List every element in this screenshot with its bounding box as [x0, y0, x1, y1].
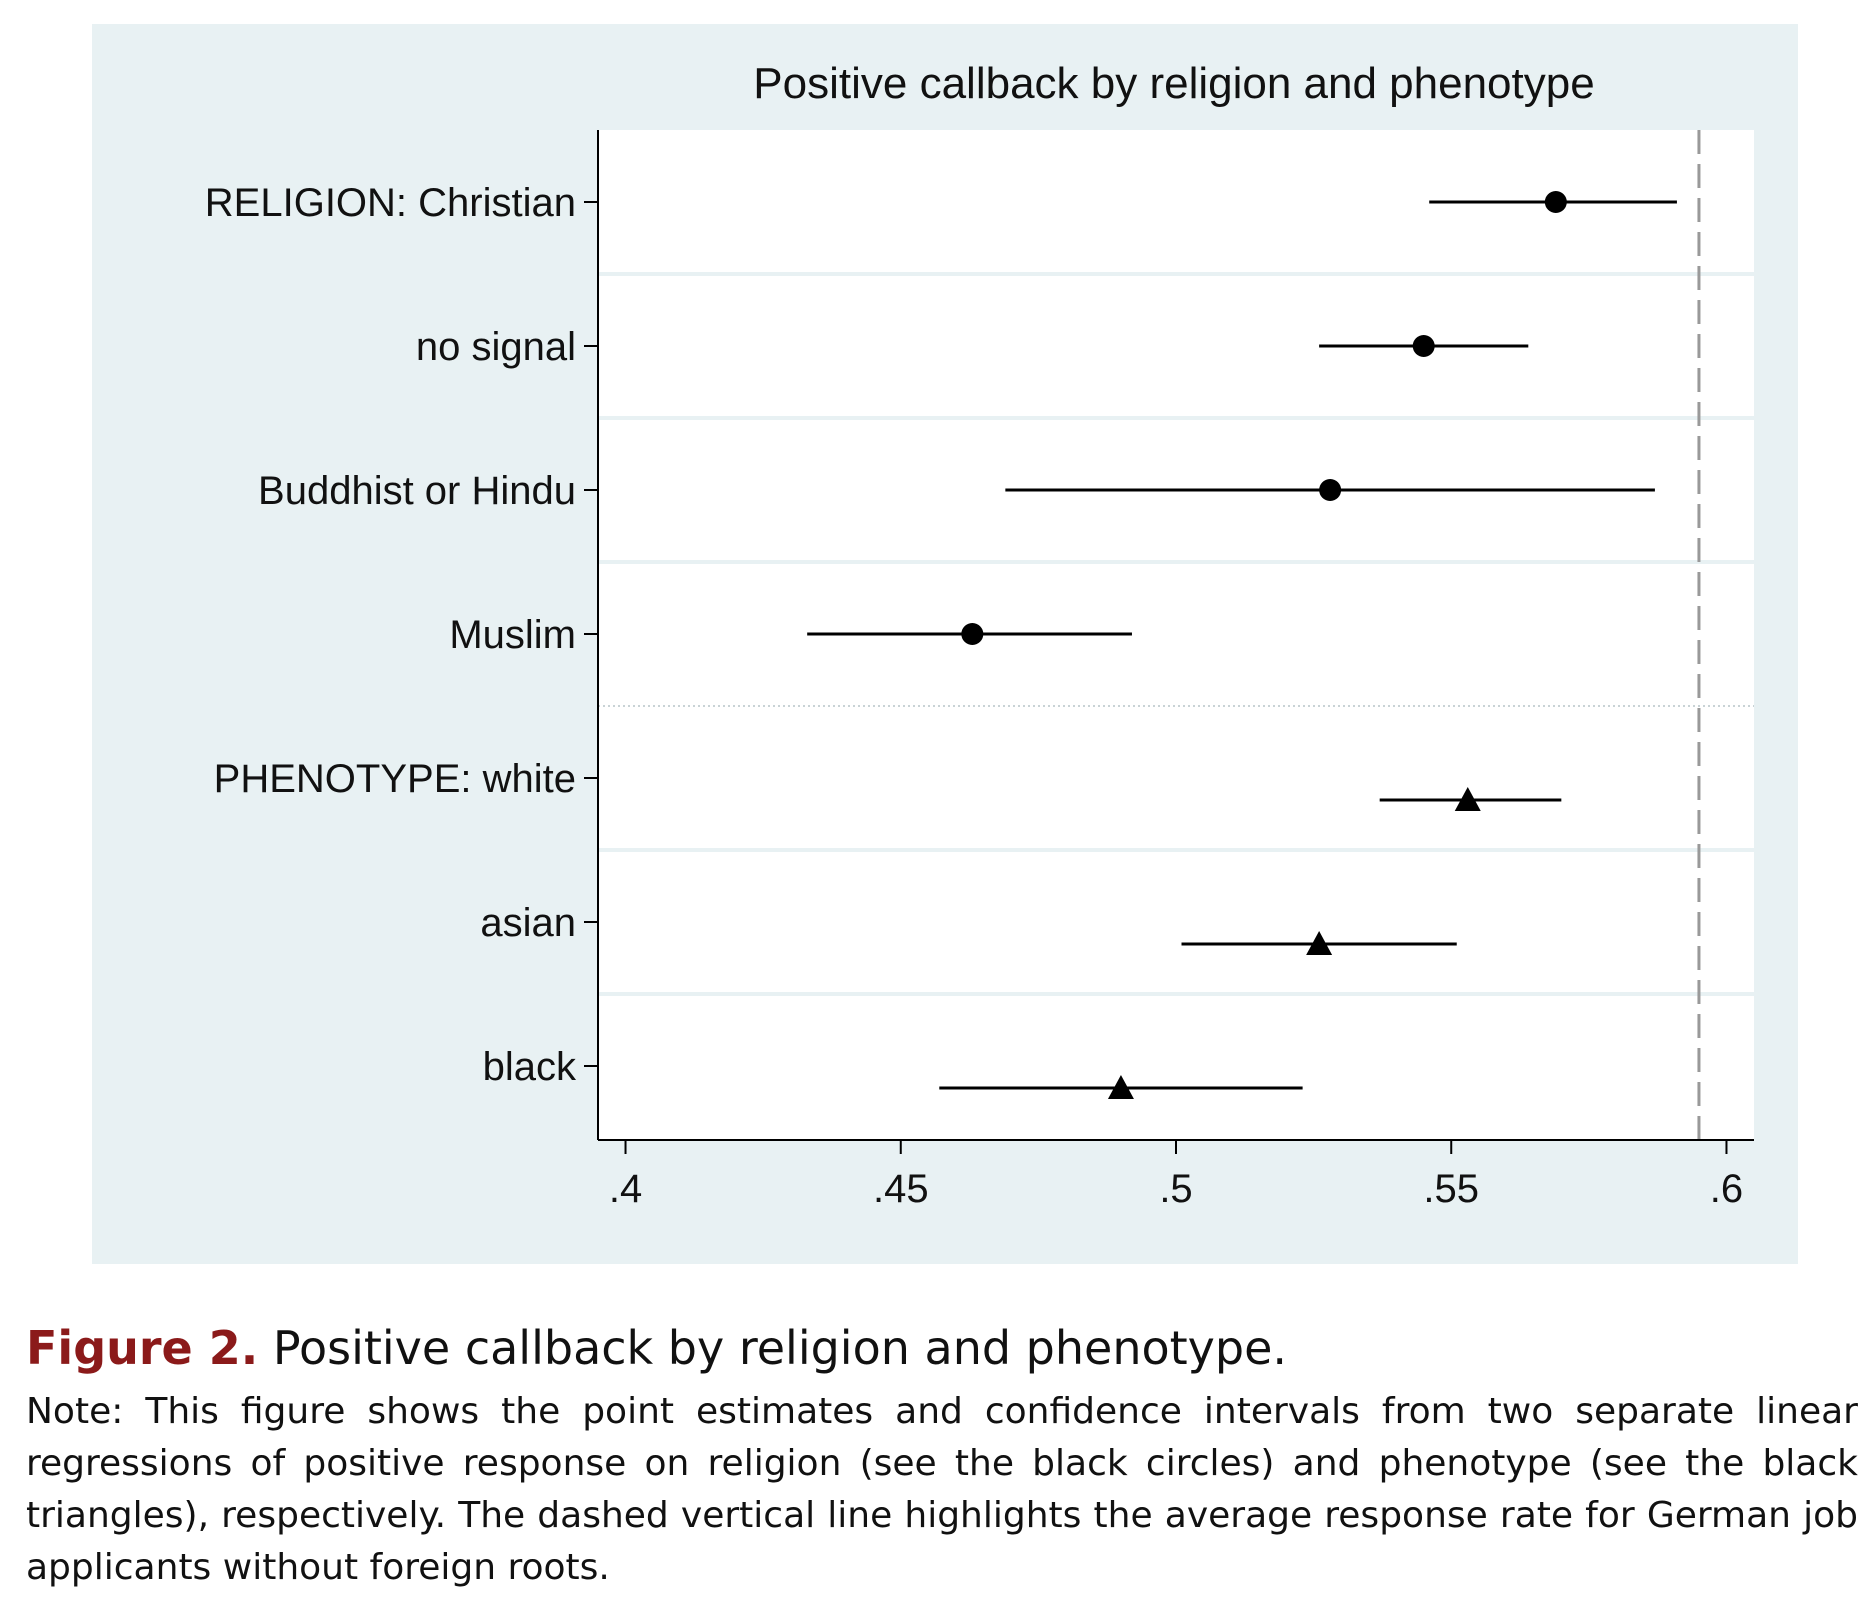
- chart-panel: Positive callback by religion and phenot…: [92, 24, 1798, 1264]
- point-estimate-triangle: [1306, 931, 1333, 956]
- x-tick-label: .45: [873, 1167, 929, 1211]
- figure-caption: Figure 2. Positive callback by religion …: [26, 1318, 1858, 1594]
- plot-area: [598, 130, 1754, 1140]
- point-estimate-circle: [1319, 479, 1342, 501]
- chart-svg: Positive callback by religion and phenot…: [205, 59, 1754, 1211]
- chart-title: Positive callback by religion and phenot…: [753, 59, 1594, 108]
- y-tick-label: Buddhist or Hindu: [258, 469, 576, 513]
- caption-label: Figure 2.: [26, 1321, 259, 1375]
- y-tick-label: PHENOTYPE: white: [214, 757, 576, 801]
- point-estimate-circle: [961, 623, 984, 645]
- x-tick-label: .55: [1423, 1167, 1479, 1211]
- y-tick-label: black: [483, 1045, 577, 1089]
- caption-title: Figure 2. Positive callback by religion …: [26, 1318, 1858, 1378]
- point-estimate-triangle: [1107, 1075, 1134, 1100]
- caption-note: Note: This figure shows the point estima…: [26, 1391, 1858, 1588]
- point-estimate-circle: [1412, 335, 1435, 357]
- x-tick-label: .6: [1710, 1167, 1743, 1211]
- y-tick-label: asian: [480, 901, 576, 945]
- point-estimate-triangle: [1454, 787, 1481, 812]
- y-tick-label: RELIGION: Christian: [205, 181, 576, 225]
- x-tick-label: .4: [609, 1167, 642, 1211]
- y-tick-label: Muslim: [449, 613, 576, 657]
- point-estimate-circle: [1544, 191, 1567, 213]
- x-tick-label: .5: [1159, 1167, 1192, 1211]
- plot-layer: .4 .45 .5 .55 .6 RELIGION: Christian no signal…: [205, 130, 1754, 1211]
- y-tick-label: no signal: [416, 325, 576, 369]
- caption-title-text: Positive callback by religion and phenot…: [258, 1321, 1288, 1375]
